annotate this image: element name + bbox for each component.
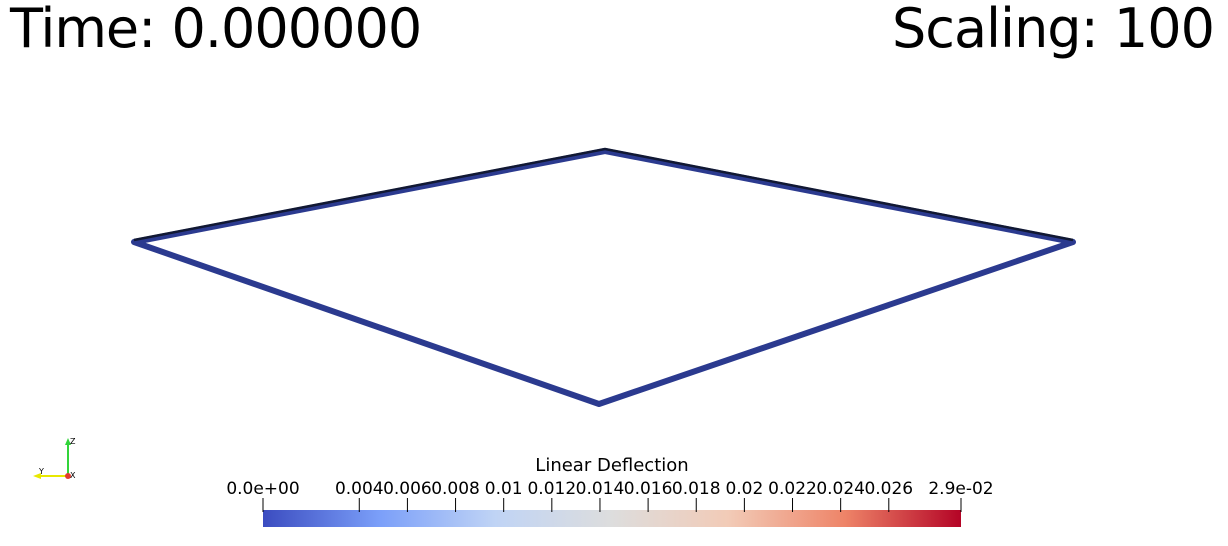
colorbar-tick-label: 0.016 bbox=[624, 479, 673, 499]
axis-x-label: X bbox=[70, 471, 76, 480]
colorbar-tick-label: 0.024 bbox=[816, 479, 865, 499]
axis-z-arrow bbox=[65, 438, 71, 445]
colorbar-tick-label: 2.9e-02 bbox=[928, 479, 993, 499]
color-legend: 0.0e+00 0.004 0.006 0.008 0.01 0.012 0.014 0.01… bbox=[226, 479, 994, 527]
orientation-axes: Z Y X bbox=[33, 437, 76, 480]
axis-y-arrow bbox=[33, 473, 41, 479]
time-annotation: Time: 0.000000 bbox=[10, 0, 422, 60]
colorbar-tick-label: 0.012 bbox=[527, 479, 576, 499]
axis-z-label: Z bbox=[70, 437, 76, 446]
colorbar-tick-label: 0.004 bbox=[335, 479, 384, 499]
colorbar-tick-label: 0.006 bbox=[383, 479, 432, 499]
colorbar-ticks: 0.0e+00 0.004 0.006 0.008 0.01 0.012 0.014 0.01… bbox=[226, 479, 994, 512]
colorbar-title: Linear Deflection bbox=[535, 455, 689, 476]
colorbar-tick-label: 0.0e+00 bbox=[226, 479, 299, 499]
mesh-outline bbox=[131, 147, 1076, 407]
colorbar-tick-label: 0.018 bbox=[672, 479, 721, 499]
colorbar-tick-label: 0.01 bbox=[485, 479, 523, 499]
mesh-edge-outer bbox=[131, 148, 1076, 407]
colorbar-gradient bbox=[263, 510, 961, 527]
colorbar-tick-label: 0.008 bbox=[431, 479, 480, 499]
colorbar-tick-label: 0.026 bbox=[864, 479, 913, 499]
colorbar-tick-label: 0.014 bbox=[576, 479, 625, 499]
colorbar-tick-label: 0.022 bbox=[768, 479, 817, 499]
colorbar-tick-label: 0.02 bbox=[725, 479, 763, 499]
scaling-annotation: Scaling: 100 bbox=[892, 0, 1215, 60]
mesh-edge-shadow bbox=[133, 147, 1074, 242]
axis-x-marker bbox=[65, 473, 71, 479]
axis-y-label: Y bbox=[38, 467, 44, 476]
